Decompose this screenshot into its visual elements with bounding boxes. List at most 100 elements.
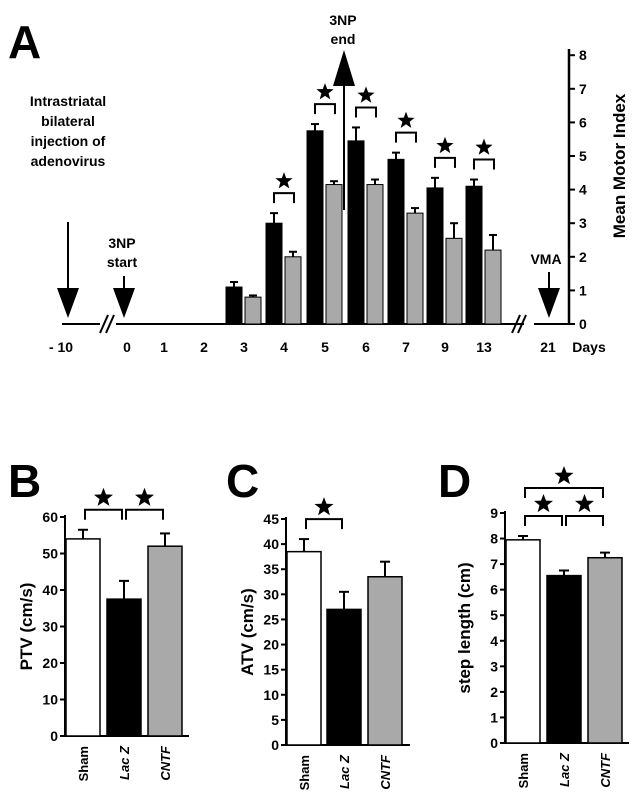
pd-y-tick-label: 6: [490, 582, 498, 598]
a-x-tick-label: 13: [476, 339, 492, 355]
a-significance-bracket: [395, 131, 417, 143]
a-bar: [225, 286, 243, 325]
pb-x-tick-label: Lac Z: [117, 745, 132, 780]
a-y-tick-label: 8: [579, 47, 587, 63]
a-y-tick-label: 1: [579, 282, 587, 298]
panel-letter-a: A: [8, 16, 41, 68]
significance-star: [575, 494, 594, 513]
pc-y-axis-label: ATV (cm/s): [238, 588, 257, 676]
pd-y-tick-label: 3: [490, 658, 498, 674]
a-significance-bracket: [273, 192, 295, 204]
pc-y-tick-label: 30: [263, 586, 279, 602]
pc-x-tick-label: Sham: [297, 755, 312, 790]
pc-x-tick-label: CNTF: [378, 754, 393, 790]
a-x-tick-label: - 10: [49, 339, 73, 355]
a-annotation-3np-start: 3NP: [108, 235, 135, 251]
a-significance-bracket: [355, 106, 377, 118]
a-bar: [265, 222, 283, 325]
pc-y-tick-label: 20: [263, 637, 279, 653]
pb-y-tick-label: 50: [42, 546, 58, 562]
a-injection-arrow-head: [57, 288, 79, 318]
pd-x-tick-label: Lac Z: [557, 752, 572, 787]
panel-letter-c: C: [226, 455, 259, 507]
significance-star: [436, 136, 454, 154]
a-annotation-injection: Intrastriatal: [30, 93, 106, 109]
pb-significance-bracket: [125, 508, 164, 520]
significance-star: [316, 83, 334, 100]
pd-bar: [546, 574, 582, 744]
a-bar: [244, 296, 262, 325]
a-x-tick-label: 1: [160, 339, 168, 355]
a-annotation-injection: bilateral: [41, 113, 95, 129]
pb-y-axis-label: PTV (cm/s): [17, 583, 36, 671]
pb-bar: [106, 598, 142, 737]
pc-y-tick-label: 0: [271, 737, 279, 753]
a-y-axis-label: Mean Motor Index: [610, 93, 629, 238]
panel-letter-d: D: [438, 455, 471, 507]
a-3np-end-arrow-head: [333, 50, 355, 86]
pd-x-tick-label: CNTF: [598, 752, 613, 788]
pd-y-tick-label: 1: [490, 709, 498, 725]
a-x-tick-label: 7: [402, 339, 410, 355]
pb-y-tick-label: 40: [42, 582, 58, 598]
a-axis-break: [511, 314, 521, 334]
a-annotation-3np-end: end: [331, 31, 356, 47]
a-significance-bracket: [434, 156, 456, 168]
pb-bar: [147, 545, 183, 737]
pb-x-tick-label: Sham: [76, 746, 91, 781]
panel-letter-b: B: [8, 455, 41, 507]
significance-star: [314, 497, 334, 516]
a-annotation-injection: injection of: [31, 133, 106, 149]
a-annotation-vma: VMA: [530, 251, 561, 267]
significance-star: [534, 494, 553, 513]
a-annotation-3np-end: 3NP: [329, 12, 356, 28]
pd-y-tick-label: 0: [490, 735, 498, 751]
a-significance-bracket: [473, 158, 495, 170]
a-bar: [426, 187, 444, 325]
a-x-tick-label: 0: [123, 339, 131, 355]
a-bar: [306, 130, 324, 325]
pc-y-tick-label: 35: [263, 561, 279, 577]
pd-bar: [505, 539, 541, 744]
pd-significance-bracket: [524, 515, 563, 526]
a-x-tick-label: 6: [362, 339, 370, 355]
a-x-tick-label: 9: [441, 339, 449, 355]
a-y-tick-label: 5: [579, 148, 587, 164]
pd-y-tick-label: 9: [490, 505, 498, 521]
pb-y-tick-label: 10: [42, 692, 58, 708]
a-bar: [366, 184, 384, 325]
significance-star: [94, 487, 113, 506]
pd-y-axis-label: step length (cm): [455, 562, 474, 693]
a-x-tick-label: 3: [240, 339, 248, 355]
a-x-unit-label: Days: [572, 339, 606, 355]
pc-y-tick-label: 25: [263, 611, 279, 627]
a-x-tick-label: 5: [321, 339, 329, 355]
pb-bar: [65, 538, 101, 737]
pc-significance-bracket: [305, 518, 343, 530]
significance-star: [357, 86, 375, 103]
pb-significance-bracket: [84, 508, 123, 520]
a-x-tick-label: 21: [540, 339, 556, 355]
pb-x-tick-label: CNTF: [158, 745, 173, 781]
a-bar: [484, 249, 502, 325]
a-annotation-3np-start: start: [107, 254, 138, 270]
pc-y-tick-label: 40: [263, 536, 279, 552]
pd-bar: [587, 556, 623, 744]
pd-y-tick-label: 8: [490, 531, 498, 547]
a-bar: [406, 212, 424, 325]
a-y-tick-label: 2: [579, 249, 587, 265]
a-bar: [445, 237, 463, 325]
a-significance-bracket: [314, 103, 336, 115]
a-y-tick-label: 4: [579, 182, 587, 198]
significance-star: [135, 487, 154, 506]
pc-x-tick-label: Lac Z: [337, 754, 352, 789]
a-bar: [284, 256, 302, 325]
a-x-tick-label: 4: [280, 339, 288, 355]
pd-y-tick-label: 4: [490, 633, 498, 649]
pc-y-tick-label: 15: [263, 662, 279, 678]
a-bar: [347, 140, 365, 325]
pd-significance-bracket: [565, 515, 604, 526]
a-bar: [325, 184, 343, 325]
a-vma-arrow-head: [538, 288, 560, 318]
